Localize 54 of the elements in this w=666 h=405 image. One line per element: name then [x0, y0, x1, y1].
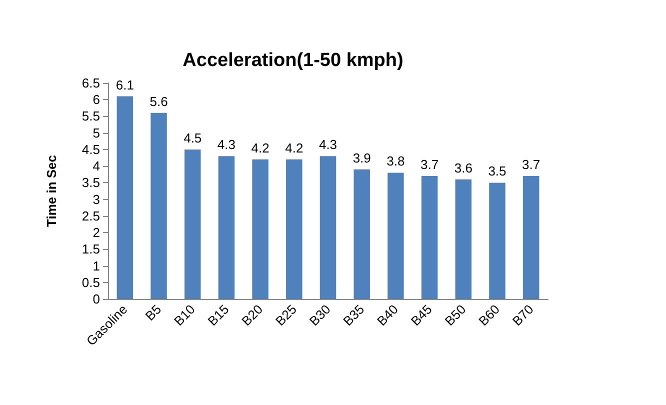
- y-axis-title: Time in Sec: [44, 154, 59, 228]
- bar: [252, 159, 268, 299]
- data-label: 6.1: [116, 77, 134, 92]
- bar: [489, 182, 506, 299]
- x-tick-label: B10: [170, 302, 198, 329]
- x-tick-label: B60: [476, 302, 503, 329]
- bar: [184, 149, 201, 299]
- bar: [218, 156, 235, 299]
- data-label: 3.5: [488, 164, 506, 179]
- x-tick-label: B5: [142, 302, 164, 324]
- data-label: 5.6: [150, 94, 168, 109]
- data-label: 4.3: [217, 137, 236, 152]
- y-tick-label: 3: [92, 192, 100, 207]
- y-tick-label: 4.5: [82, 142, 100, 157]
- data-label: 4.2: [285, 140, 304, 156]
- chart-title: Acceleration(1-50 kmph): [182, 50, 404, 71]
- y-tick-label: 6.5: [82, 76, 100, 90]
- y-tick-label: 1.5: [82, 242, 100, 257]
- bar: [150, 112, 167, 299]
- y-tick-label: 6: [92, 92, 100, 108]
- data-label: 3.8: [386, 154, 405, 169]
- bar: [320, 156, 336, 299]
- y-tick-label: 1: [92, 258, 100, 274]
- bar: [354, 169, 370, 299]
- x-tick-label: B15: [204, 302, 232, 329]
- y-tick-label: 0.5: [82, 274, 100, 290]
- x-tick-label: B40: [374, 302, 401, 329]
- bar: [388, 172, 404, 299]
- data-label: 4.3: [318, 137, 338, 152]
- data-label: 3.7: [420, 157, 439, 172]
- bar: [522, 176, 540, 299]
- bar: [421, 176, 438, 299]
- x-tick-label: B50: [442, 302, 469, 329]
- x-tick-label: B30: [306, 302, 334, 329]
- x-tick-label: B45: [408, 302, 435, 329]
- data-label: 4.2: [251, 140, 270, 156]
- x-tick-label: B25: [272, 302, 300, 329]
- y-tick-label: 5: [92, 125, 100, 140]
- data-label: 3.9: [352, 150, 371, 166]
- y-tick-label: 5.5: [82, 108, 100, 124]
- x-tick-label: B35: [340, 302, 368, 329]
- x-tick-label: B70: [509, 302, 536, 329]
- y-tick-label: 4: [92, 158, 100, 174]
- bar: [116, 96, 134, 299]
- data-label: 3.7: [522, 157, 540, 172]
- y-tick-label: 0: [92, 292, 100, 306]
- y-tick-label: 3.5: [82, 175, 100, 190]
- y-tick-label: 2.5: [82, 208, 100, 224]
- data-label: 4.5: [184, 130, 202, 146]
- y-tick-label: 2: [92, 225, 100, 240]
- bar: [455, 179, 472, 299]
- bar: [286, 159, 302, 299]
- x-tick-label: B20: [238, 302, 266, 329]
- data-label: 3.6: [454, 160, 472, 176]
